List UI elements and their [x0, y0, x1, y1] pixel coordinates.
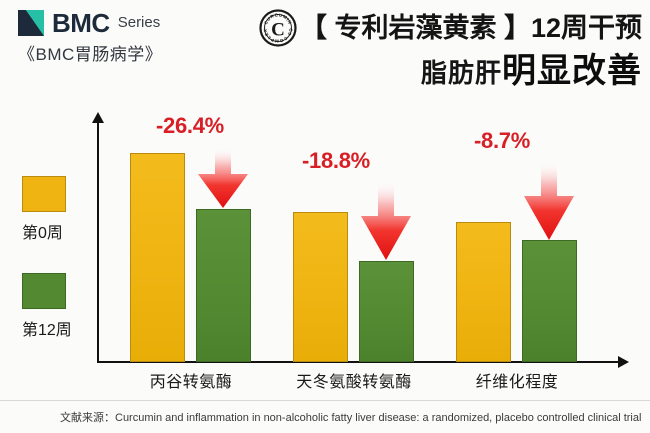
- bar-week0-group3: [456, 222, 511, 362]
- bar-week0-group2: [293, 212, 348, 362]
- footer-divider: [0, 400, 650, 401]
- bar-week12-group3: [522, 240, 577, 362]
- headline-secondary-text: 脂肪肝: [420, 58, 502, 88]
- brand-row: BMC Series: [18, 10, 162, 36]
- headline-primary-text: 【 专利岩藻黄素 】12周干预: [299, 12, 642, 43]
- legend-swatch-week12: [22, 273, 66, 309]
- change-label-group2: -18.8%: [302, 148, 370, 173]
- down-arrow-icon-group2: [358, 182, 414, 262]
- category-label-group2: 天冬氨酸转氨酶: [296, 374, 412, 391]
- legend-label-week12: 第12周: [22, 322, 72, 339]
- legend-item-week12: 第12周: [22, 273, 72, 340]
- x-axis-arrowhead-icon: [618, 356, 629, 368]
- bar-week12-group1: [196, 209, 251, 362]
- headline-emphasis-text: 明显改善: [502, 52, 642, 90]
- brand-series: Series: [117, 13, 161, 31]
- headline-block: C CURCUMIN C3 COMPLEX 【 专利岩藻黄素 】12周干预 脂肪…: [222, 8, 642, 90]
- change-label-group3: -8.7%: [474, 128, 530, 153]
- bmc-logo-icon: [18, 10, 44, 36]
- legend-swatch-week0: [22, 176, 66, 212]
- down-arrow-icon-group1: [195, 148, 251, 210]
- brand-name: BMC: [52, 8, 110, 38]
- category-label-group3: 纤维化程度: [475, 374, 559, 391]
- brand-block: BMC Series 《BMC胃肠病学》: [18, 10, 162, 65]
- headline-line-1: C CURCUMIN C3 COMPLEX 【 专利岩藻黄素 】12周干预: [222, 8, 642, 48]
- y-axis-line: [97, 120, 99, 363]
- bar-week12-group2: [359, 261, 414, 362]
- down-arrow-icon-group3: [521, 162, 577, 242]
- svg-text:C: C: [271, 20, 285, 41]
- legend-item-week0: 第0周: [22, 176, 66, 243]
- change-label-group1: -26.4%: [156, 113, 224, 138]
- curcumin-seal-icon: C CURCUMIN C3 COMPLEX: [258, 8, 298, 48]
- category-label-group1: 丙谷转氨酶: [149, 374, 233, 391]
- journal-title: 《BMC胃肠病学》: [18, 45, 163, 64]
- headline-line-2: 脂肪肝明显改善: [222, 52, 642, 90]
- y-axis-arrowhead-icon: [92, 112, 104, 123]
- legend-label-week0: 第0周: [22, 225, 63, 242]
- x-axis-line: [97, 361, 621, 363]
- footnote-source-text: Curcumin and inflammation in non-alcohol…: [115, 412, 642, 424]
- footnote-source-label: 文献来源：: [60, 412, 115, 424]
- footnote: 文献来源：Curcumin and inflammation in non-al…: [60, 409, 641, 425]
- bar-week0-group1: [130, 153, 185, 362]
